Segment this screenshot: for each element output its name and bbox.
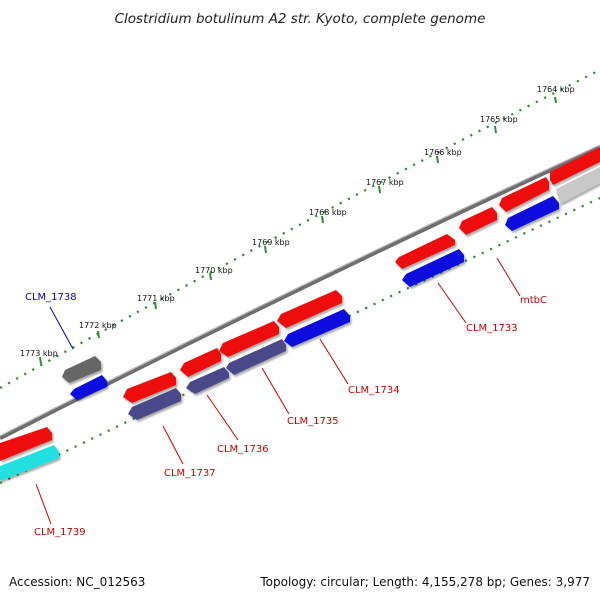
gene-reverse-segment[interactable] — [284, 309, 350, 347]
gene-CLM_1739[interactable] — [0, 445, 59, 481]
gene-operon-segment[interactable] — [186, 367, 229, 394]
tick-label-1766: 1766 kbp — [424, 148, 462, 157]
kbp-ticks: 1764 kbp 1765 kbp 1766 kbp 1767 kbp 1768… — [20, 85, 575, 365]
tick-label-1772: 1772 kbp — [79, 321, 117, 330]
tick-label-1765: 1765 kbp — [480, 115, 518, 124]
gene-blue-CLM_1738-pair[interactable] — [70, 375, 107, 400]
gene-label-CLM_1733[interactable]: CLM_1733 — [466, 323, 518, 334]
tick-label-1767: 1767 kbp — [366, 178, 404, 187]
gene-label-CLM_1739[interactable]: CLM_1739 — [34, 527, 86, 538]
accession-label: Accession: NC_012563 — [9, 575, 145, 589]
reverse-strand-genes — [0, 167, 600, 481]
map-title: Clostridium botulinum A2 str. Kyoto, com… — [115, 11, 486, 27]
gene-label-CLM_1738[interactable]: CLM_1738 — [25, 292, 77, 303]
gene-forward-segment[interactable] — [0, 427, 52, 461]
gene-forward-segment[interactable] — [395, 234, 455, 269]
gene-forward-segment[interactable] — [550, 148, 600, 185]
gene-label-CLM_1734[interactable]: CLM_1734 — [348, 385, 400, 396]
gene-forward-segment[interactable] — [277, 290, 342, 328]
gene-operon-segment[interactable] — [226, 339, 286, 375]
gene-reverse-segment[interactable] — [556, 167, 600, 204]
genome-summary: Topology: circular; Length: 4,155,278 bp… — [259, 575, 590, 589]
gene-label-CLM_1737[interactable]: CLM_1737 — [164, 468, 216, 479]
gene-label-CLM_1736[interactable]: CLM_1736 — [217, 444, 269, 455]
gene-forward-segment[interactable] — [180, 348, 221, 377]
tick-label-1764: 1764 kbp — [537, 85, 575, 94]
gene-forward-segment[interactable] — [219, 321, 279, 357]
tick-label-1770: 1770 kbp — [195, 266, 233, 275]
gene-label-mtbC[interactable]: mtbC — [520, 295, 547, 306]
gene-reverse-segment[interactable] — [505, 196, 559, 231]
forward-strand-genes — [0, 148, 600, 461]
tick-label-1769: 1769 kbp — [252, 238, 290, 247]
gene-labels: mtbC CLM_1733 CLM_1734 CLM_1735 CLM_1736… — [25, 292, 547, 538]
label-leaders — [35, 257, 521, 525]
gene-forward-segment[interactable] — [499, 177, 549, 212]
gene-label-CLM_1735[interactable]: CLM_1735 — [287, 416, 339, 427]
tick-label-1768: 1768 kbp — [309, 208, 347, 217]
tick-label-1771: 1771 kbp — [137, 294, 175, 303]
gene-forward-segment[interactable] — [459, 207, 497, 235]
gene-forward-segment[interactable] — [123, 372, 176, 403]
tick-label-1773: 1773 kbp — [20, 349, 58, 358]
gene-CLM_1738[interactable] — [62, 356, 101, 383]
gene-operon-segment[interactable] — [128, 388, 181, 420]
gene-reverse-segment[interactable] — [402, 249, 464, 287]
